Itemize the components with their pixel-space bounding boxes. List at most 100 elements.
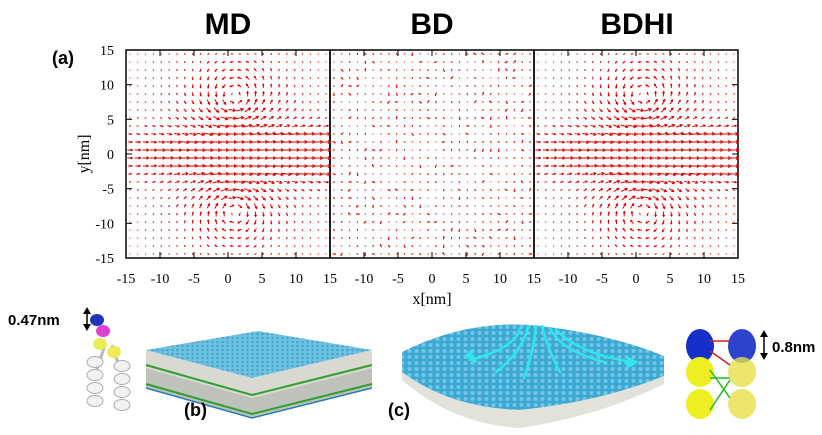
vector-arrowhead-md <box>253 75 257 78</box>
vector-arrowhead-md <box>138 148 142 152</box>
vector-arrowhead-bdhi <box>727 131 732 136</box>
vector-arrowhead-md <box>239 99 243 103</box>
vector-arrowhead-bdhi <box>553 172 557 176</box>
vector-arrowhead-bdhi <box>669 222 673 225</box>
x-tick-label: 10 <box>289 272 303 287</box>
vector-arrowhead-bd <box>341 69 344 72</box>
vector-arrow-bd <box>388 109 390 111</box>
vector-arrowhead-md <box>262 98 266 102</box>
vector-arrowhead-bdhi <box>710 116 713 119</box>
vector-arrowhead-bdhi <box>653 76 656 79</box>
vector-arrow-bd <box>490 221 492 223</box>
vector-arrow-md <box>270 52 273 56</box>
vector-arrowhead-bdhi <box>594 140 599 145</box>
vector-arrowhead-md <box>264 131 269 136</box>
vector-arrow-bdhi <box>725 85 728 87</box>
vector-arrow-md <box>219 133 229 135</box>
vector-arrowhead-md <box>318 116 321 119</box>
vector-arrowhead-md <box>270 214 273 217</box>
vector-arrowhead-md <box>208 124 213 129</box>
vector-arrowhead-bdhi <box>661 75 665 78</box>
vector-arrowhead-md <box>279 180 283 184</box>
vector-arrow-bdhi <box>599 52 602 56</box>
vector-arrowhead-bdhi <box>562 156 566 160</box>
vector-arrow-md <box>322 133 331 135</box>
vector-arrow-bdhi <box>544 189 547 191</box>
vector-arrow-bd <box>489 92 492 96</box>
vector-arrow-bdhi <box>643 125 653 127</box>
vector-arrow-md <box>212 116 220 120</box>
vector-arrow-bd <box>356 116 359 120</box>
vector-arrow-md <box>129 205 131 207</box>
vector-arrow-bd <box>490 69 492 71</box>
vector-arrow-bd <box>466 109 469 111</box>
vector-arrowhead-bdhi <box>653 60 656 63</box>
vector-arrow-bdhi <box>666 172 676 176</box>
vector-arrow-bdhi <box>686 68 688 72</box>
vector-arrow-md <box>152 77 155 79</box>
vector-arrowhead-md <box>254 206 258 210</box>
vector-arrow-bd <box>348 108 351 112</box>
vector-arrow-md <box>317 197 320 199</box>
panel-label-b: (b) <box>184 400 207 420</box>
vector-arrow-bd <box>426 69 430 71</box>
vector-arrowhead-bd <box>364 182 366 184</box>
vector-arrow-bd <box>419 252 422 256</box>
vector-arrow-bdhi <box>709 204 712 208</box>
vector-arrow-bd <box>341 117 343 119</box>
vector-arrow-md <box>128 125 132 127</box>
vector-arrow-bd <box>458 236 461 240</box>
vector-arrow-md <box>184 60 186 64</box>
vector-arrow-bdhi <box>552 221 555 223</box>
vector-arrowhead-bdhi <box>685 75 688 78</box>
vector-arrowhead-bdhi <box>577 164 582 168</box>
vector-arrow-bd <box>450 172 453 176</box>
vector-arrowhead-bd <box>364 62 367 65</box>
vector-arrowhead-bdhi <box>633 179 638 184</box>
vector-arrowhead-md <box>318 124 322 128</box>
vector-arrow-md <box>136 93 139 95</box>
vector-arrowhead-md <box>161 180 164 183</box>
vector-arrow-bdhi <box>620 180 629 184</box>
vector-arrow-md <box>309 108 312 112</box>
vector-arrowhead-bdhi <box>679 116 683 119</box>
vector-arrow-bd <box>497 93 500 95</box>
vector-arrowhead-bd <box>379 149 381 152</box>
vector-arrow-bdhi <box>635 189 644 191</box>
vector-arrowhead-md <box>214 227 217 231</box>
vector-arrowhead-bdhi <box>614 86 618 89</box>
vector-arrow-md <box>314 173 323 175</box>
vector-arrowhead-md <box>303 172 308 177</box>
vector-arrowhead-md <box>208 187 212 191</box>
vector-arrowhead-bdhi <box>685 230 688 233</box>
vector-arrow-md <box>196 172 205 176</box>
vector-arrowhead-md <box>177 172 181 176</box>
vector-arrowhead-bdhi <box>640 195 645 200</box>
vector-arrowhead-bdhi <box>672 139 677 144</box>
vector-arrow-bd <box>466 196 469 200</box>
vector-arrowhead-md <box>271 189 275 192</box>
vector-arrow-bd <box>489 212 493 216</box>
vector-arrowhead-md <box>201 132 206 137</box>
vector-arrow-bd <box>474 244 477 248</box>
vector-arrow-bd <box>332 228 335 232</box>
vector-arrowhead-bd <box>489 126 492 129</box>
vector-arrow-bd <box>380 68 382 72</box>
vector-arrow-bd <box>419 109 422 111</box>
vector-arrow-md <box>219 180 229 184</box>
vector-arrowhead-bdhi <box>719 172 724 177</box>
vector-arrow-md <box>173 165 181 167</box>
vector-arrowhead-bdhi <box>677 75 681 78</box>
vector-arrowhead-bdhi <box>602 140 607 145</box>
vector-arrowhead-bd <box>489 236 492 239</box>
vector-arrow-md <box>211 132 221 136</box>
vector-arrow-bdhi <box>690 141 700 143</box>
vector-arrowhead-bdhi <box>637 68 640 72</box>
vector-arrowhead-bd <box>394 100 397 103</box>
vector-arrowhead-md <box>279 124 283 128</box>
vector-arrow-bdhi <box>706 173 715 175</box>
vector-arrow-md <box>301 204 304 208</box>
vector-arrow-bdhi <box>552 109 555 111</box>
vector-arrow-bd <box>340 188 343 192</box>
vector-arrowhead-bdhi <box>538 133 541 136</box>
